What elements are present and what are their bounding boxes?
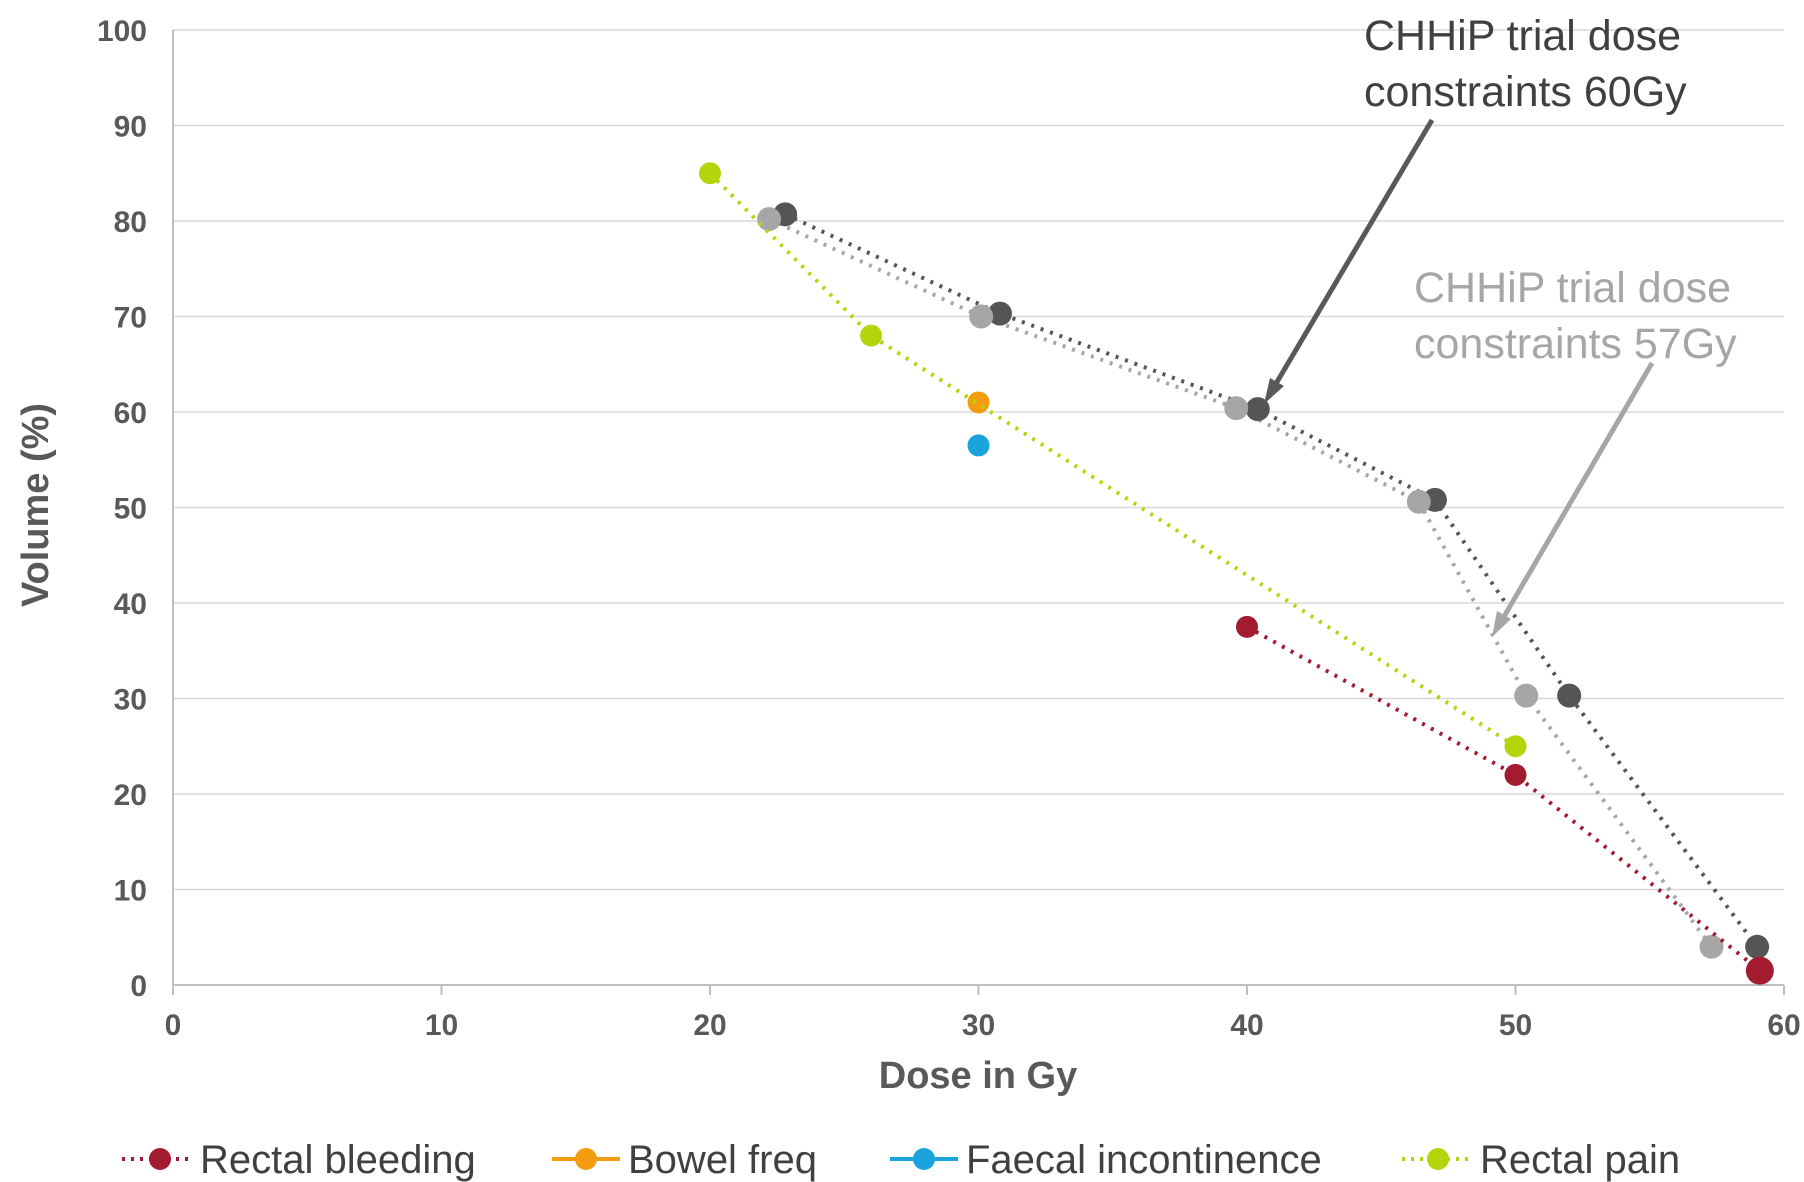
y-tick-labels: 0 10 20 30 40 50 60 70 80 90 100 bbox=[97, 15, 147, 1003]
constraint-point bbox=[1224, 396, 1249, 421]
x-tick-label: 0 bbox=[165, 1009, 182, 1042]
x-tick-labels: 0 10 20 30 40 50 60 bbox=[165, 1009, 1801, 1042]
y-tick-label: 0 bbox=[130, 970, 147, 1003]
legend-item-bowel-freq: Bowel freq bbox=[552, 1138, 817, 1182]
constraint-point bbox=[969, 304, 994, 329]
annotation-57gy-arrow bbox=[1492, 361, 1655, 637]
legend: Rectal bleeding Bowel freq Faecal incont… bbox=[122, 1138, 1680, 1182]
constraint-line-1 bbox=[784, 212, 1759, 948]
annotation-57gy-line-1: CHHiP trial dose bbox=[1414, 264, 1731, 312]
legend-item-rectal-pain: Rectal pain bbox=[1402, 1138, 1680, 1182]
y-tick-label: 70 bbox=[114, 302, 147, 335]
annotation-60gy-line-2: constraints 60Gy bbox=[1364, 68, 1687, 116]
legend-label-rectal-pain: Rectal pain bbox=[1480, 1138, 1680, 1182]
x-axis-title: Dose in Gy bbox=[879, 1055, 1078, 1097]
y-tick-label: 100 bbox=[97, 15, 147, 48]
series-line-rectal-bleeding bbox=[1246, 625, 1762, 973]
annotation-57gy-line-2: constraints 57Gy bbox=[1414, 320, 1737, 368]
y-tick-label: 50 bbox=[114, 493, 147, 526]
x-tick-label: 40 bbox=[1230, 1009, 1263, 1042]
annotations: CHHiP trial dose constraints 60Gy CHHiP … bbox=[1264, 12, 1737, 637]
data-point-rectal-pain bbox=[699, 162, 721, 185]
y-tick-label: 30 bbox=[114, 684, 147, 717]
annotation-60gy-line-1: CHHiP trial dose bbox=[1364, 12, 1681, 60]
legend-label-bowel-freq: Bowel freq bbox=[628, 1138, 817, 1182]
annotation-60gy-arrow bbox=[1264, 118, 1435, 404]
y-tick-label: 20 bbox=[114, 779, 147, 812]
x-tick-label: 30 bbox=[962, 1009, 995, 1042]
y-tick-label: 90 bbox=[114, 111, 147, 144]
data-point-rectal-pain bbox=[1504, 735, 1527, 758]
y-tick-label: 10 bbox=[114, 875, 147, 908]
constraint-point bbox=[757, 207, 782, 232]
series-line-rectal-pain bbox=[708, 171, 1517, 748]
constraint-point bbox=[1406, 489, 1431, 514]
data-point-rectal-bleeding bbox=[1745, 956, 1774, 985]
constraint-point bbox=[987, 301, 1012, 326]
legend-label-faecal-incontinence: Faecal incontinence bbox=[966, 1138, 1322, 1182]
data-point-rectal-pain bbox=[860, 324, 883, 347]
axes bbox=[172, 30, 1785, 995]
constraint-point bbox=[1514, 683, 1539, 708]
x-tick-label: 50 bbox=[1499, 1009, 1532, 1042]
x-tick-label: 20 bbox=[693, 1009, 726, 1042]
constraint-point bbox=[1557, 683, 1582, 708]
constraint-point bbox=[1245, 397, 1270, 422]
y-tick-label: 80 bbox=[114, 206, 147, 239]
data-point-rectal-bleeding bbox=[1236, 615, 1258, 638]
data-series bbox=[699, 162, 1774, 985]
gridlines bbox=[173, 29, 1784, 891]
data-point-faecal-incontinence bbox=[967, 434, 990, 457]
constraint-point bbox=[1699, 934, 1724, 959]
legend-item-rectal-bleeding: Rectal bleeding bbox=[122, 1138, 476, 1182]
legend-item-faecal-incontinence: Faecal incontinence bbox=[890, 1138, 1322, 1182]
x-tick-label: 10 bbox=[425, 1009, 458, 1042]
data-point-rectal-bleeding bbox=[1504, 763, 1527, 786]
x-tick-label: 60 bbox=[1767, 1009, 1800, 1042]
y-tick-label: 60 bbox=[114, 397, 147, 430]
constraint-point bbox=[1745, 934, 1770, 959]
data-point-bowel-freq bbox=[967, 391, 990, 414]
constraint-series bbox=[757, 202, 1770, 959]
y-axis-title: Volume (%) bbox=[15, 403, 57, 607]
legend-label-rectal-bleeding: Rectal bleeding bbox=[200, 1138, 476, 1182]
y-tick-label: 40 bbox=[114, 588, 147, 621]
